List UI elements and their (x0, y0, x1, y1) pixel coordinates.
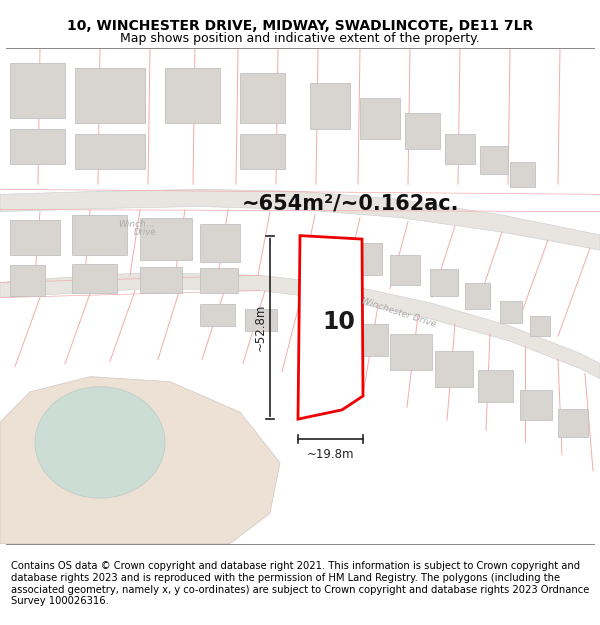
Polygon shape (0, 272, 600, 379)
Bar (520, 390, 552, 420)
Polygon shape (0, 189, 600, 250)
Bar (10, 129, 65, 164)
Bar (72, 214, 127, 255)
Bar (308, 238, 338, 268)
Text: ~654m²/~0.162ac.: ~654m²/~0.162ac. (241, 194, 459, 214)
Bar (480, 146, 508, 174)
Text: ~19.8m: ~19.8m (307, 448, 354, 461)
Bar (435, 351, 473, 387)
Bar (75, 134, 145, 169)
Text: Winch...: Winch... (118, 219, 155, 229)
Text: Contains OS data © Crown copyright and database right 2021. This information is : Contains OS data © Crown copyright and d… (11, 561, 589, 606)
Bar (240, 73, 285, 124)
Bar (350, 243, 382, 276)
Text: Drive: Drive (134, 227, 157, 236)
Ellipse shape (35, 387, 165, 498)
Bar (75, 68, 145, 124)
Bar (465, 284, 490, 309)
Bar (310, 83, 350, 129)
Bar (140, 217, 192, 260)
Bar (405, 113, 440, 149)
Text: 10, WINCHESTER DRIVE, MIDWAY, SWADLINCOTE, DE11 7LR: 10, WINCHESTER DRIVE, MIDWAY, SWADLINCOT… (67, 19, 533, 32)
Bar (310, 318, 345, 346)
Bar (430, 269, 458, 296)
Bar (165, 68, 220, 124)
Bar (10, 219, 60, 255)
Bar (10, 265, 45, 296)
Bar (478, 369, 513, 402)
Bar (200, 304, 235, 326)
Bar (308, 274, 336, 292)
Text: 10: 10 (322, 311, 355, 334)
Bar (500, 301, 522, 323)
Bar (140, 268, 182, 292)
Bar (390, 255, 420, 286)
Text: ~52.8m: ~52.8m (254, 304, 266, 351)
Bar (240, 134, 285, 169)
Bar (200, 268, 238, 292)
Polygon shape (0, 377, 280, 544)
Bar (530, 316, 550, 336)
Bar (360, 98, 400, 139)
Bar (72, 264, 117, 292)
Bar (510, 162, 535, 188)
Bar (390, 334, 432, 369)
Bar (10, 62, 65, 118)
Bar (350, 324, 388, 356)
Polygon shape (298, 236, 363, 419)
Bar (245, 309, 277, 331)
Bar (200, 224, 240, 262)
Text: Map shows position and indicative extent of the property.: Map shows position and indicative extent… (120, 32, 480, 45)
Text: Winchester Drive: Winchester Drive (360, 296, 437, 329)
Bar (558, 409, 588, 437)
Bar (445, 134, 475, 164)
